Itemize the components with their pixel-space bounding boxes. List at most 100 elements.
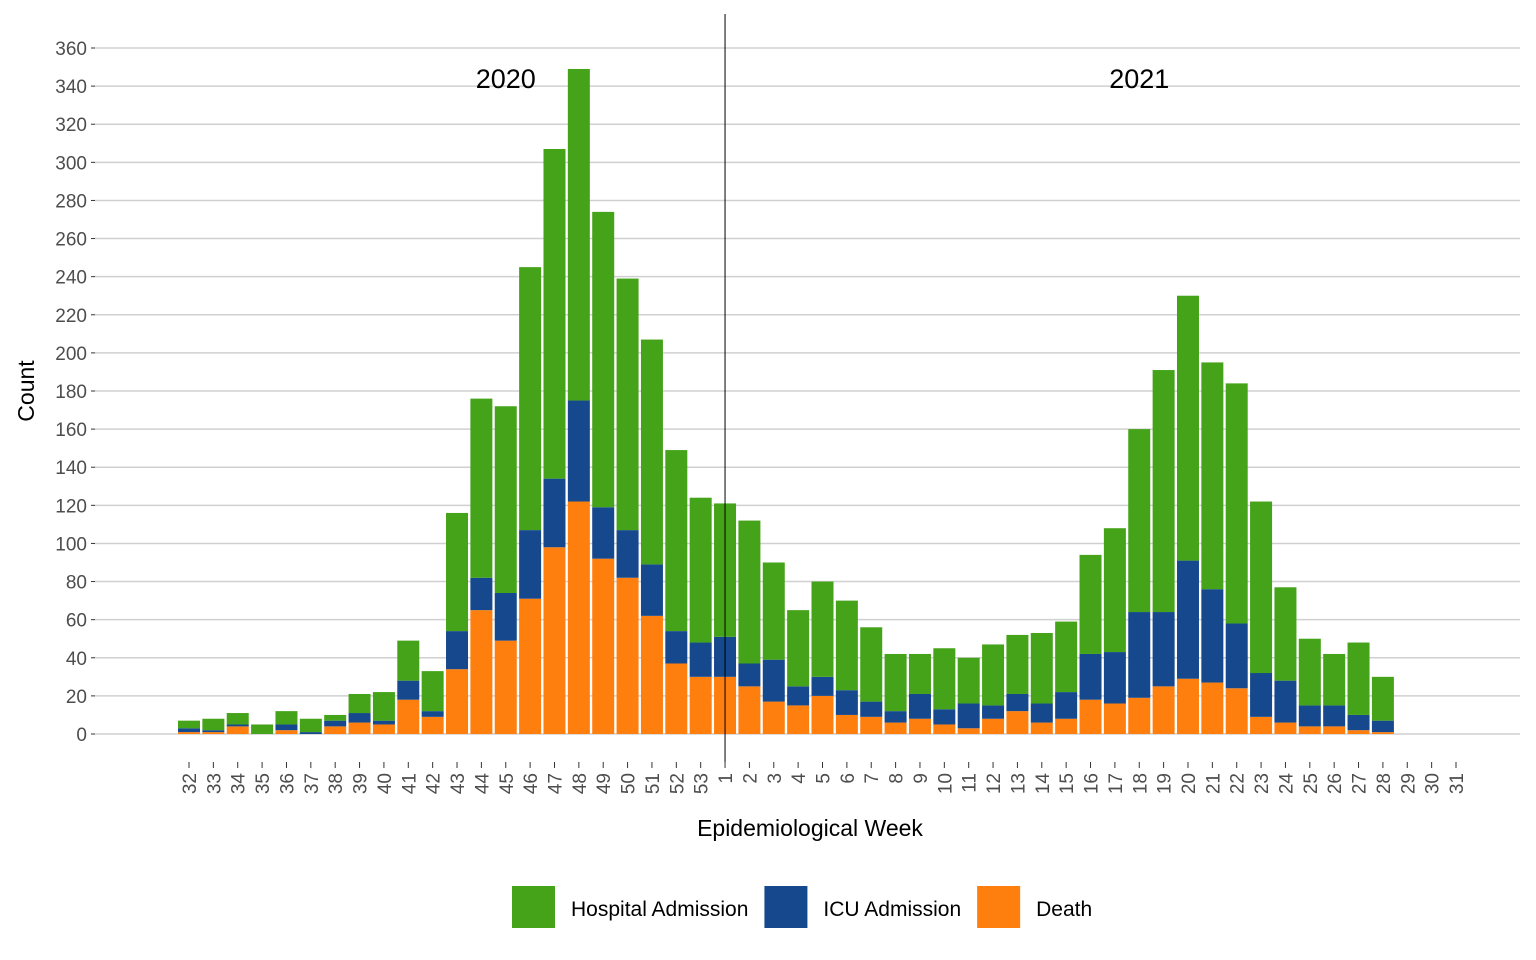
bar-segment [1055,718,1078,735]
y-tick-label: 260 [55,230,87,251]
bar-segment [1006,693,1029,712]
year-annotation: 2021 [1109,64,1169,94]
bar-segment [1323,653,1346,706]
bar-segment [908,653,931,694]
x-tick-label: 16 [1082,773,1103,794]
x-tick-label: 15 [1057,773,1078,794]
bar-segment [324,714,347,721]
bar-segment [1176,678,1199,735]
x-tick-label: 45 [497,773,518,794]
x-tick-label: 21 [1203,773,1224,794]
bar-segment [446,631,469,670]
bar-segment [835,600,858,691]
bar-segment [421,711,444,717]
bar-segment [470,577,493,611]
x-tick-label: 3 [765,773,786,784]
bar-segment [494,406,517,593]
bar-segment [567,400,590,502]
bar-segment [1030,633,1053,704]
bar-segment [665,663,688,735]
bar-segment [762,659,785,702]
x-tick-label: 22 [1228,773,1249,794]
bar-segment [1371,676,1394,721]
bar-segment [275,711,298,725]
x-tick-label: 50 [619,773,640,794]
bar-segment [884,711,907,723]
bar-segment [421,716,444,735]
bar-segment [1347,730,1370,735]
y-tick-label: 40 [66,649,87,670]
legend-swatch [512,886,555,928]
bar-segment [299,732,322,735]
legend-label: Death [1036,898,1092,921]
bar-segment [787,686,810,706]
x-tick-label: 26 [1325,773,1346,794]
x-tick-label: 13 [1008,773,1029,794]
x-tick-label: 37 [302,773,323,794]
bar-segment [543,547,566,735]
bar-segment [1152,370,1175,613]
bar-segment [519,530,542,599]
x-tick-label: 41 [399,773,420,794]
x-tick-label: 44 [472,773,493,795]
x-tick-label: 25 [1301,773,1322,794]
bar-segment [1225,623,1248,689]
bar-segment [1225,688,1248,735]
bar-segment [689,497,712,643]
bar-segment [933,648,956,710]
bar-segment [494,640,517,735]
x-tick-label: 51 [643,773,664,794]
bar-segment [1274,587,1297,681]
bar-segment [1055,621,1078,693]
y-tick-label: 60 [66,611,87,632]
bar-segment [738,663,761,687]
y-tick-label: 100 [55,534,87,555]
bar-segment [738,520,761,664]
bar-segment [616,577,639,735]
x-tick-label: 2 [740,773,761,784]
bar-segment [1006,634,1029,694]
bar-segment [1176,295,1199,561]
x-tick-label: 5 [814,773,835,784]
bar-segment [275,724,298,731]
bar-segment [1079,653,1102,700]
x-tick-label: 19 [1155,773,1176,794]
y-tick-label: 360 [55,39,87,60]
bar-segment [178,728,200,733]
y-tick-label: 120 [55,496,87,517]
x-tick-label: 7 [862,773,883,784]
bar-segment [616,530,639,578]
bar-segment [1371,720,1394,733]
bar-segment [860,716,883,735]
bar-segment [1128,612,1151,698]
bar-segment [1079,554,1102,654]
bar-segment [884,722,907,735]
x-tick-label: 20 [1179,773,1200,794]
bar-segment [689,642,712,677]
x-tick-label: 32 [180,773,201,794]
bar-segment [1201,362,1224,590]
bar-segment [202,732,225,735]
y-tick-label: 140 [55,458,87,479]
x-tick-label: 34 [229,773,250,795]
bar-segment [372,724,395,735]
x-tick-label: 49 [594,773,615,794]
bar-segment [1323,705,1346,727]
bar-segment [1103,528,1126,653]
bar-segment [787,705,810,735]
x-tick-label: 48 [570,773,591,794]
bar-segment [665,631,688,664]
y-tick-label: 200 [55,344,87,365]
x-tick-label: 4 [789,773,810,784]
bar-segment [372,720,395,725]
bar-segment [446,512,469,632]
x-tick-label: 24 [1276,773,1297,795]
bar-segment [421,671,444,712]
bar-segment [592,558,615,735]
x-tick-label: 38 [326,773,347,794]
bar-segment [592,211,615,508]
bar-segment [1274,680,1297,723]
x-tick-label: 30 [1423,773,1444,794]
bar-segment [299,718,322,733]
